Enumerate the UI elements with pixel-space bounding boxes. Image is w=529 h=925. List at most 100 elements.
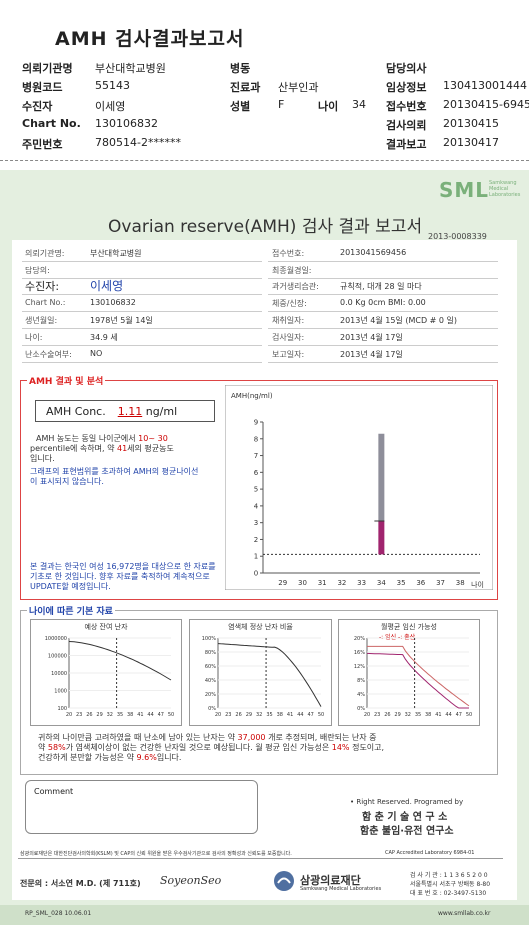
x-tick-label: 41 — [435, 712, 441, 718]
sml-logo-subtitle: Samkwang Medical Laboratories — [489, 180, 521, 198]
mini-chart-title: 염색체 정상 난자 비율 — [228, 623, 293, 631]
amh-unit: ng/ml — [145, 405, 178, 418]
field-rule — [22, 311, 262, 312]
contact-line-3: 대 표 번 호 : 02-3497-5130 — [410, 890, 487, 897]
x-tick-label: 37 — [436, 579, 445, 587]
field-label: 생년월일: — [25, 316, 58, 325]
x-tick-label: 30 — [298, 579, 307, 587]
x-tick-label: 23 — [76, 712, 82, 718]
x-tick-label: 32 — [256, 712, 262, 718]
header-value: 20130415 — [443, 117, 499, 130]
field-value: 34.9 세 — [90, 333, 118, 342]
contact-line-2: 서울특별시 서초구 방배동 8-80 — [410, 881, 491, 888]
x-tick-label: 20 — [364, 712, 370, 718]
contact-line-1: 검 사 기 관 : 1 1 3 6 5 2 0 0 — [410, 872, 488, 879]
y-tick-label: 0 — [254, 570, 258, 578]
page-title: AMH 검사결과보고서 — [55, 28, 245, 50]
website-url: www.smllab.co.kr — [438, 910, 491, 917]
range-bar — [378, 433, 385, 521]
sml-logo: SML — [438, 178, 489, 202]
y-tick-label: 100% — [202, 636, 217, 642]
footer-bar — [0, 905, 529, 925]
field-value: 2013041569456 — [340, 248, 407, 257]
field-rule — [22, 294, 262, 295]
y-tick-label: 2 — [254, 536, 258, 544]
x-tick-label: 38 — [425, 712, 431, 718]
amh-result-section — [20, 380, 498, 600]
header-label: 나이 — [318, 100, 339, 113]
series-line — [217, 643, 322, 707]
y-tick-label: 100000 — [48, 654, 67, 660]
x-tick-label: 50 — [168, 712, 174, 718]
y-tick-label: 1 — [254, 553, 258, 561]
field-label: 난소수술여부: — [25, 350, 72, 359]
patient-bar — [378, 520, 385, 555]
y-axis-label: AMH(ng/ml) — [231, 392, 273, 400]
y-tick-label: 12% — [354, 664, 365, 670]
y-tick-label: 6 — [254, 469, 259, 477]
field-rule — [22, 278, 262, 279]
x-tick-label: 44 — [297, 712, 303, 718]
series-line — [367, 645, 470, 707]
y-tick-label: 20% — [205, 692, 216, 698]
field-rule — [268, 311, 498, 312]
header-label: 임상정보 — [386, 81, 427, 94]
divider — [18, 858, 503, 859]
field-value: 2013년 4월 15일 (MCD # 0 일) — [340, 316, 458, 325]
field-label: 접수번호: — [272, 249, 305, 258]
field-rule — [22, 362, 262, 363]
field-rule — [268, 294, 498, 295]
doctor-name: 전문의 : 서소연 M.D. (제 711호) — [20, 879, 141, 888]
mini-chart-title: 예상 잔여 난자 — [84, 623, 128, 631]
amh-note: 그래프의 표현범위를 초과하여 AMH의 평균나이선이 표시되지 않습니다. — [30, 467, 199, 486]
header-label: 병원코드 — [22, 81, 63, 94]
header-label: 병동 — [230, 62, 251, 75]
header-label: 진료과 — [230, 81, 261, 94]
amh-description: AMH 농도는 동일 나이군에서 10~ 30 percentile에 속하며,… — [30, 434, 174, 463]
x-tick-label: 29 — [278, 579, 287, 587]
y-tick-label: 3 — [254, 519, 258, 527]
header-label: 검사의뢰 — [386, 119, 427, 132]
field-rule — [22, 261, 262, 262]
x-tick-label: 29 — [96, 712, 102, 718]
field-value: 규칙적, 대개 28 일 마다 — [340, 282, 422, 291]
header-value: 34 — [352, 98, 366, 111]
amh-value: 1.11 — [117, 405, 143, 418]
header-value: 이세영 — [95, 100, 126, 113]
field-rule — [268, 278, 498, 279]
x-tick-label: 20 — [215, 712, 221, 718]
y-tick-label: 0% — [357, 706, 365, 712]
header-value: 20130417 — [443, 136, 499, 149]
header-label: 의뢰기관명 — [22, 62, 73, 75]
mini-chart-eggs: 예상 잔여 난자 1000000 100000 10000 1000 100 20 23 26… — [30, 619, 182, 726]
y-tick-label: 60% — [205, 664, 216, 670]
header-label: 접수번호 — [386, 100, 427, 113]
x-tick-label: 32 — [107, 712, 113, 718]
field-label: Chart No.: — [25, 298, 66, 307]
field-label: 의뢰기관명: — [25, 249, 65, 258]
x-tick-label: 35 — [415, 712, 421, 718]
y-tick-label: 8% — [357, 678, 365, 684]
x-tick-label: 23 — [225, 712, 231, 718]
x-tick-label: 20 — [66, 712, 72, 718]
header-label: Chart No. — [22, 117, 81, 130]
basic-data-title: 나이에 따른 기본 자료 — [27, 604, 115, 617]
y-tick-label: 1000000 — [45, 636, 67, 642]
mini-chart-chromosome: 염색체 정상 난자 비율 100% 80% 60% 40% 20% 0% 20 23 26 29 3… — [189, 619, 332, 726]
x-tick-label: 47 — [456, 712, 462, 718]
header-value: 부산대학교병원 — [95, 62, 166, 75]
y-tick-label: 10000 — [51, 671, 67, 677]
header-label: 주민번호 — [22, 138, 63, 151]
foundation-name: 삼광의료재단 — [300, 874, 361, 887]
field-rule — [22, 328, 262, 329]
form-number: RP_SML_028 10.06.01 — [25, 910, 92, 917]
x-tick-label: 31 — [318, 579, 327, 587]
data-source-note: 본 결과는 한국인 여성 16,972명을 대상으로 한 자료를 기초로 한 것… — [30, 562, 216, 591]
field-label: 검사일자: — [272, 333, 305, 342]
field-rule — [268, 261, 498, 262]
y-tick-label: 8 — [254, 435, 258, 443]
x-tick-label: 33 — [357, 579, 366, 587]
y-tick-label: 5 — [254, 486, 258, 494]
x-tick-label: 50 — [466, 712, 472, 718]
mini-chart-pregnancy: 월평균 임신 가능성 -: 임신 -: 출산 20%16%12%8%4%0%20… — [338, 619, 480, 726]
